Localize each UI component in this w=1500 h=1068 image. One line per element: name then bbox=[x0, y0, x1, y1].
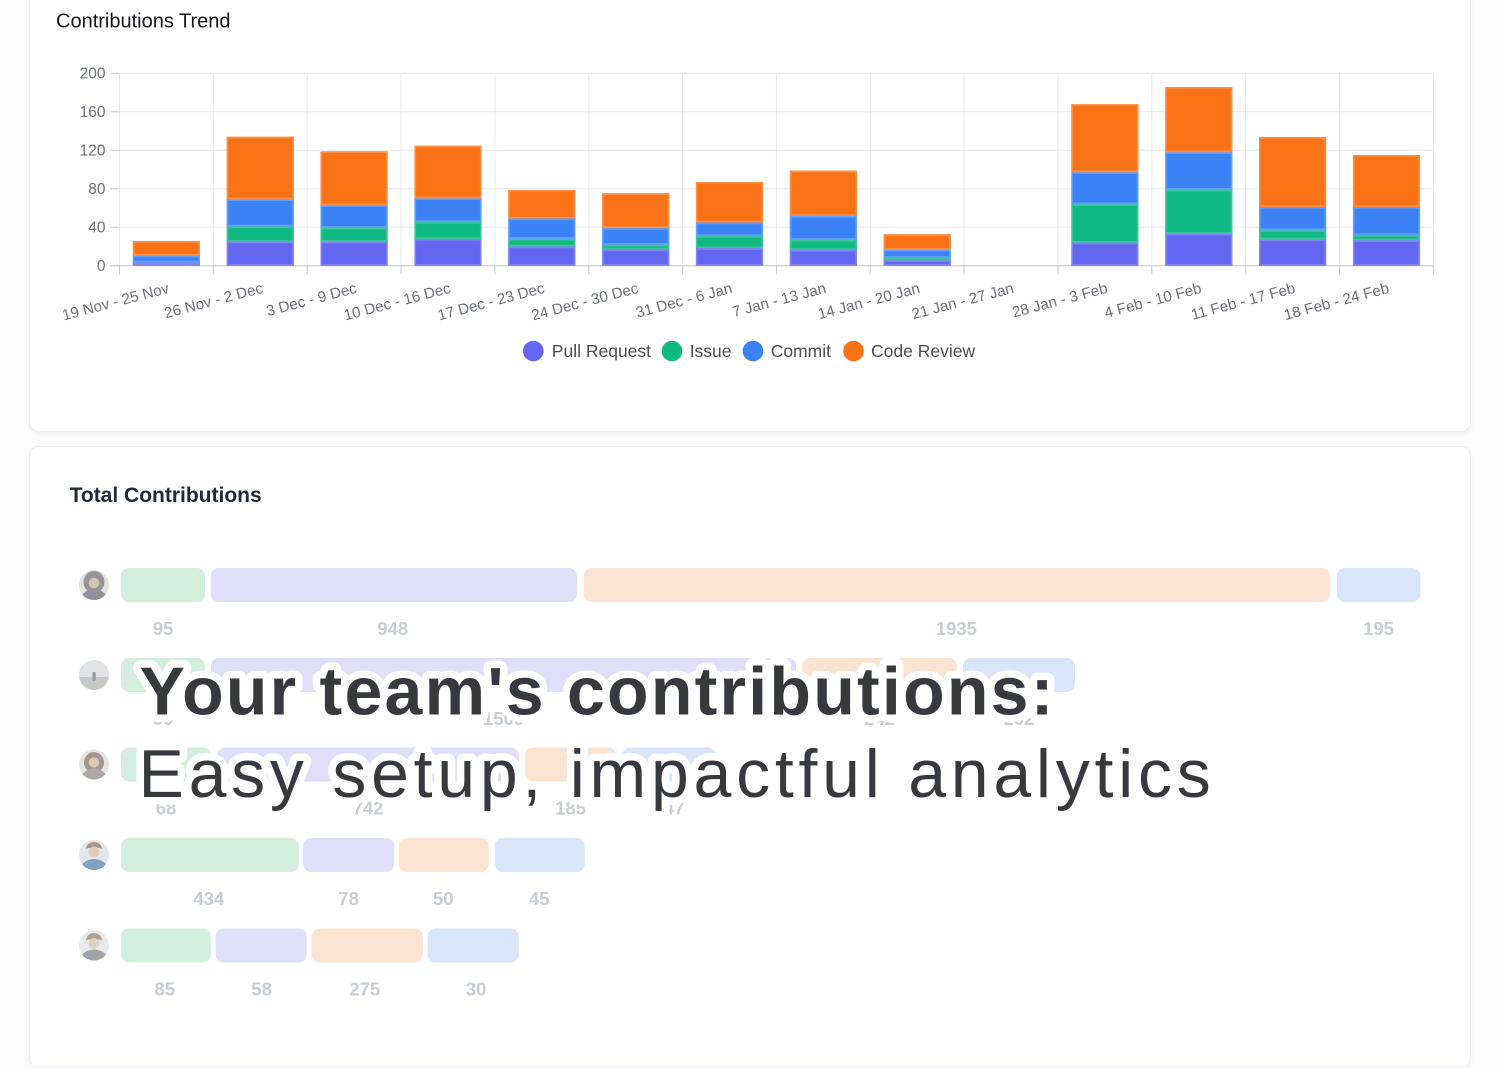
svg-text:Easy setup, impactful analytic: Easy setup, impactful analytics bbox=[139, 736, 1216, 812]
svg-text:0: 0 bbox=[97, 258, 106, 275]
svg-text:31 Dec - 6 Jan: 31 Dec - 6 Jan bbox=[634, 280, 734, 322]
svg-text:Issue: Issue bbox=[690, 341, 732, 361]
svg-text:11 Feb - 17 Feb: 11 Feb - 17 Feb bbox=[1189, 280, 1297, 324]
svg-text:185: 185 bbox=[555, 798, 586, 819]
svg-text:45: 45 bbox=[529, 888, 550, 909]
svg-text:434: 434 bbox=[193, 888, 225, 909]
svg-text:Commit: Commit bbox=[771, 341, 831, 361]
svg-text:242: 242 bbox=[864, 708, 895, 729]
svg-text:18 Feb - 24 Feb: 18 Feb - 24 Feb bbox=[1282, 280, 1391, 324]
svg-text:4 Feb - 10 Feb: 4 Feb - 10 Feb bbox=[1103, 280, 1204, 322]
svg-text:80: 80 bbox=[88, 181, 106, 198]
svg-text:120: 120 bbox=[80, 143, 106, 160]
svg-text:78: 78 bbox=[338, 888, 359, 909]
svg-text:28 Jan - 3 Feb: 28 Jan - 3 Feb bbox=[1010, 280, 1109, 321]
svg-text:17 Dec - 23 Dec: 17 Dec - 23 Dec bbox=[436, 280, 547, 325]
svg-text:948: 948 bbox=[377, 618, 408, 639]
svg-text:Pull Request: Pull Request bbox=[552, 341, 651, 361]
svg-text:40: 40 bbox=[88, 220, 106, 237]
svg-text:200: 200 bbox=[80, 66, 106, 83]
svg-text:21 Jan - 27 Jan: 21 Jan - 27 Jan bbox=[910, 280, 1016, 323]
svg-text:30: 30 bbox=[466, 979, 487, 1000]
svg-text:742: 742 bbox=[353, 798, 384, 819]
svg-text:Total Contributions: Total Contributions bbox=[70, 484, 262, 507]
svg-text:7 Jan - 13 Jan: 7 Jan - 13 Jan bbox=[731, 280, 828, 321]
svg-text:50: 50 bbox=[433, 888, 454, 909]
svg-text:19 Nov - 25 Nov: 19 Nov - 25 Nov bbox=[60, 280, 171, 325]
svg-text:68: 68 bbox=[156, 798, 177, 819]
svg-text:85: 85 bbox=[155, 979, 176, 1000]
svg-text:Your team's contributions:: Your team's contributions: bbox=[140, 654, 1056, 730]
svg-text:14 Jan - 20 Jan: 14 Jan - 20 Jan bbox=[816, 280, 922, 323]
svg-text:202: 202 bbox=[1004, 708, 1035, 729]
svg-text:147: 147 bbox=[654, 798, 685, 819]
svg-text:95: 95 bbox=[153, 618, 174, 639]
svg-text:195: 195 bbox=[1363, 618, 1394, 639]
svg-text:275: 275 bbox=[349, 979, 380, 1000]
svg-text:24 Dec - 30 Dec: 24 Dec - 30 Dec bbox=[530, 280, 641, 325]
svg-text:90: 90 bbox=[153, 708, 174, 729]
svg-text:Contributions Trend: Contributions Trend bbox=[56, 11, 231, 33]
svg-text:Code Review: Code Review bbox=[871, 341, 975, 361]
svg-text:160: 160 bbox=[80, 104, 106, 121]
svg-text:1935: 1935 bbox=[936, 618, 977, 639]
svg-text:10 Dec - 16 Dec: 10 Dec - 16 Dec bbox=[342, 280, 453, 325]
svg-text:1505: 1505 bbox=[483, 708, 524, 729]
svg-text:26 Nov - 2 Dec: 26 Nov - 2 Dec bbox=[163, 280, 266, 322]
svg-text:58: 58 bbox=[251, 979, 272, 1000]
